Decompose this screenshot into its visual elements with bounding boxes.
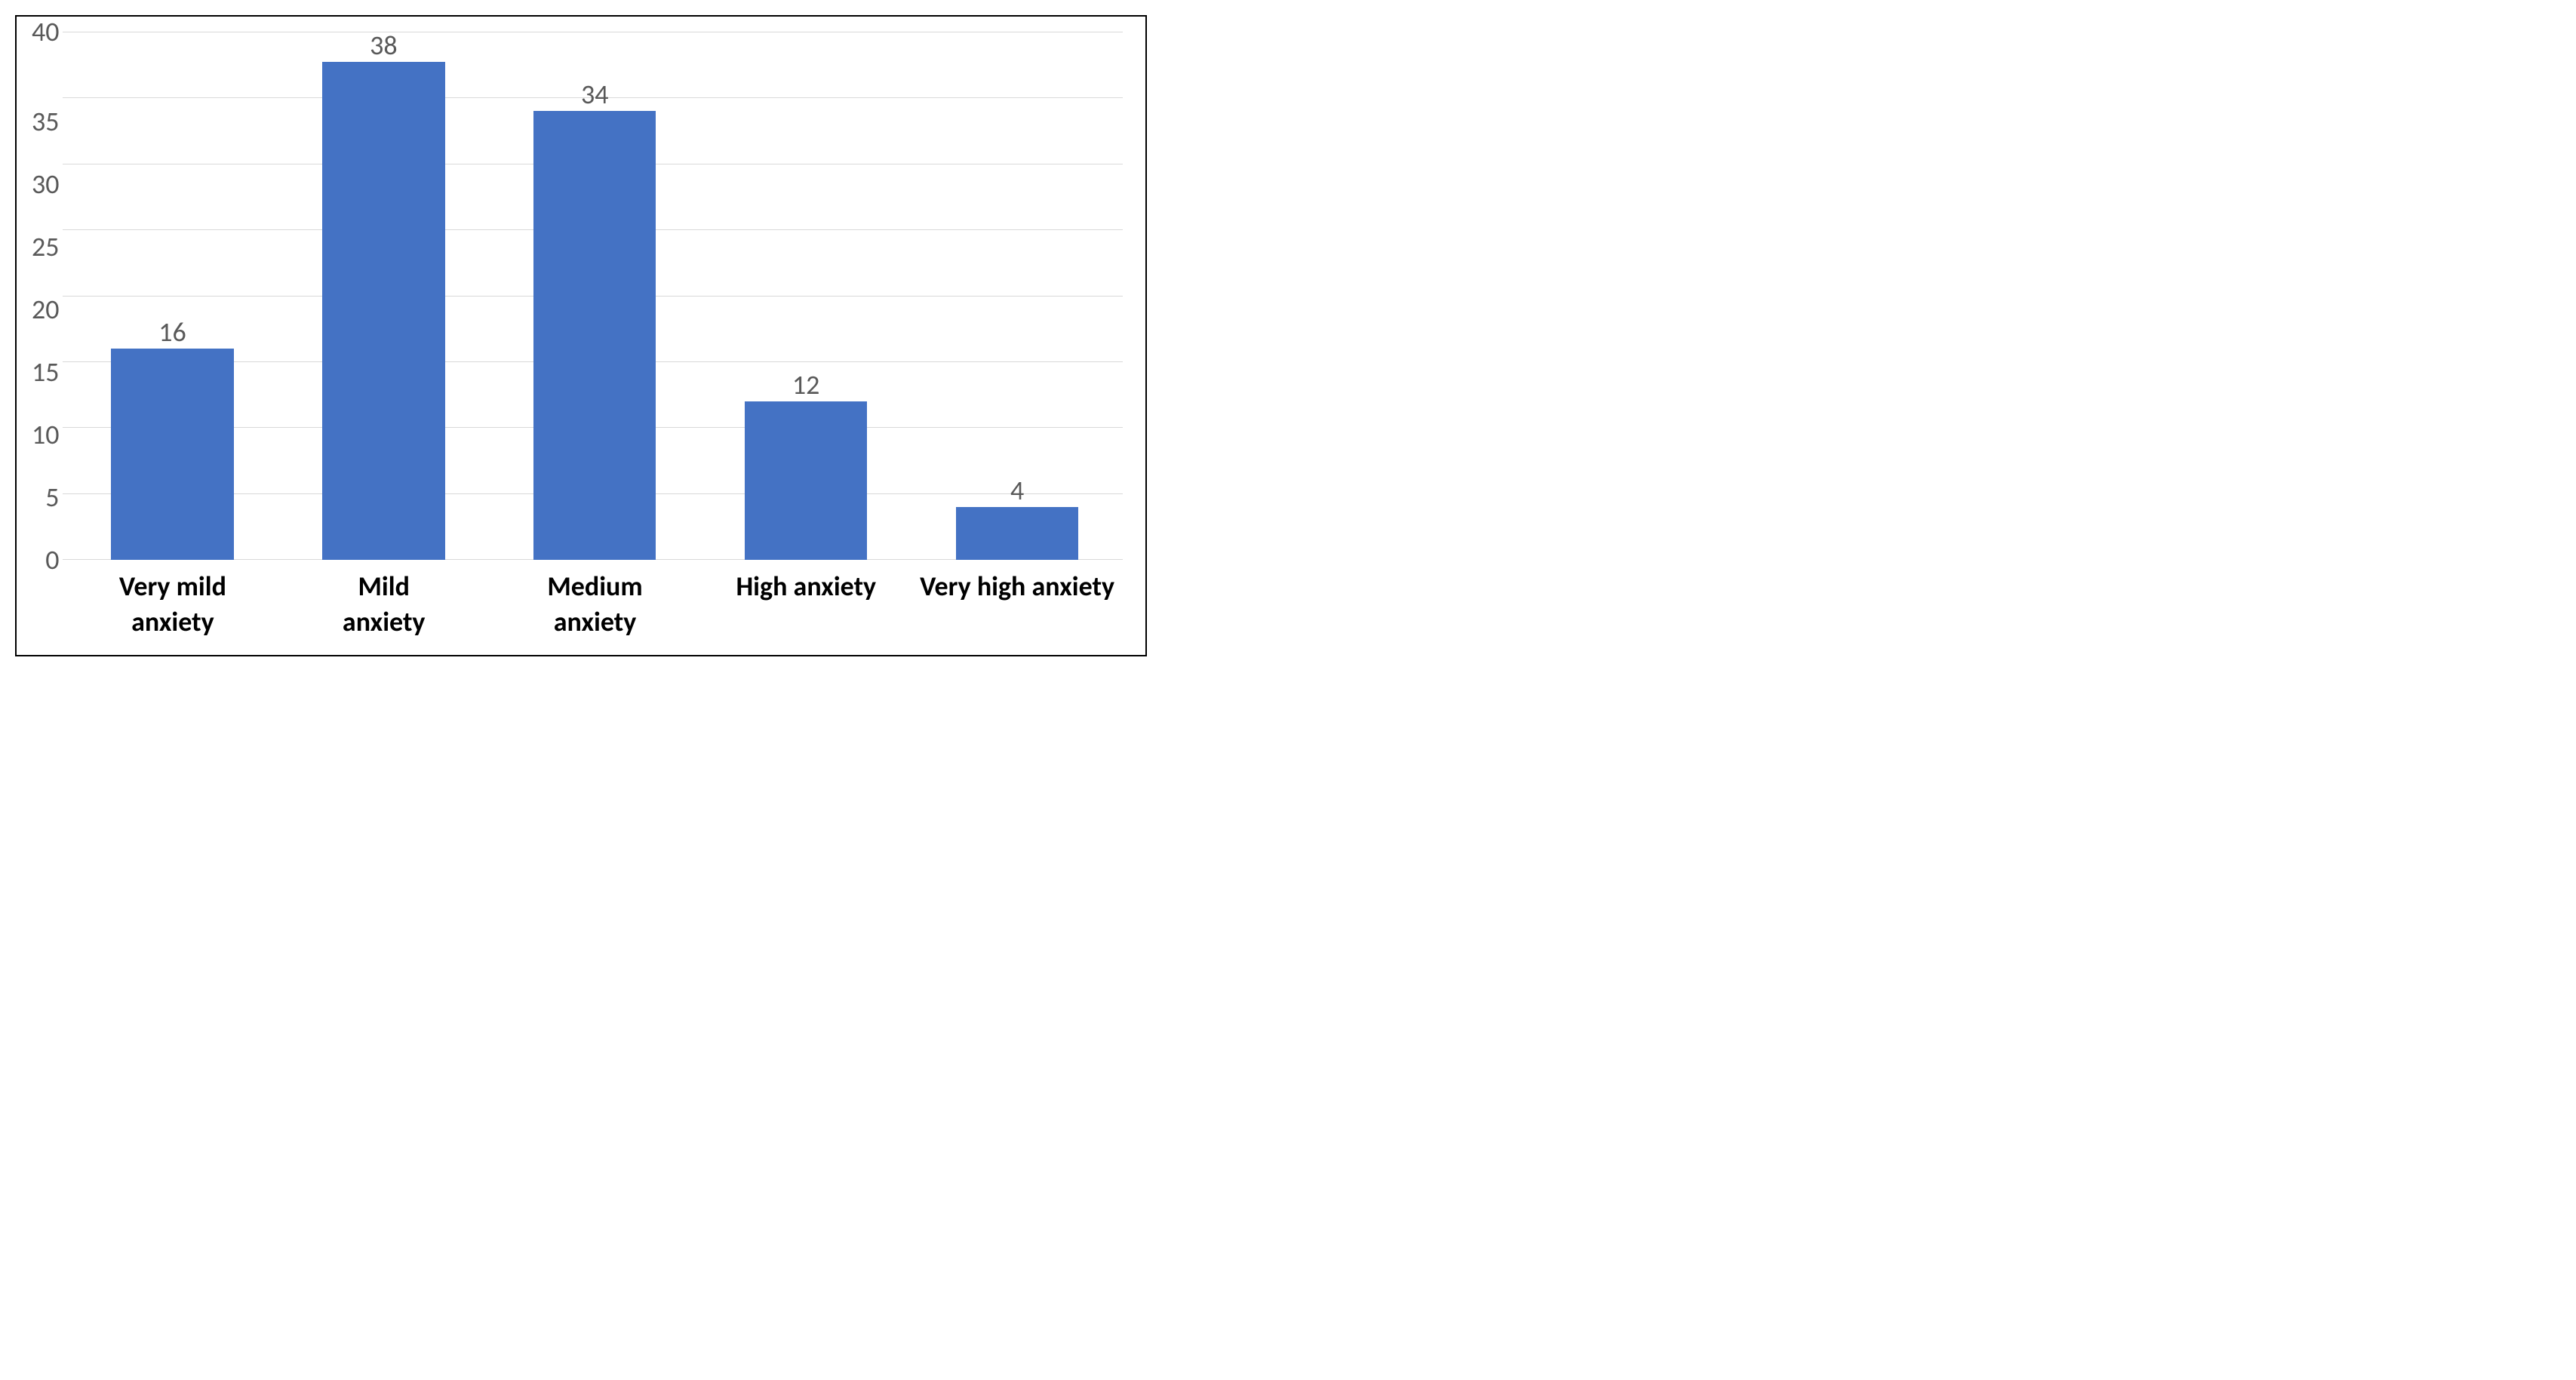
x-axis-label-line: anxiety xyxy=(554,605,637,638)
x-axis-label-line: anxiety xyxy=(131,605,214,638)
bar-group: 4 xyxy=(911,32,1123,560)
bar-group: 38 xyxy=(278,32,489,560)
grid-and-bars: 16 38 34 12 4 xyxy=(67,32,1124,560)
y-tick-label: 20 xyxy=(32,296,60,323)
bar xyxy=(956,507,1078,560)
bar xyxy=(533,111,656,560)
bar-group: 12 xyxy=(700,32,911,560)
bar-value-label: 4 xyxy=(1010,477,1024,504)
y-tick-label: 35 xyxy=(32,108,60,135)
x-axis-label-line: Very high anxiety xyxy=(920,570,1114,603)
bar-value-label: 12 xyxy=(792,371,820,398)
bar-value-label: 16 xyxy=(158,318,186,346)
bar-group: 34 xyxy=(489,32,700,560)
x-axis-label: High anxiety xyxy=(700,569,911,640)
x-axis-label-line: Medium xyxy=(547,570,642,603)
bar xyxy=(322,62,444,560)
x-axis-label: Mildanxiety xyxy=(278,569,490,640)
bar-value-label: 34 xyxy=(581,81,609,108)
y-tick-label: 5 xyxy=(45,484,59,511)
x-axis-label-line: anxiety xyxy=(343,605,426,638)
y-tick-label: 25 xyxy=(32,233,60,260)
x-axis-label-line: Very mild xyxy=(119,570,226,603)
plot-area: 4035302520151050 163834124 xyxy=(32,32,1123,560)
y-tick-label: 0 xyxy=(45,546,59,573)
y-tick-label: 40 xyxy=(32,18,60,45)
y-tick-label: 10 xyxy=(32,421,60,448)
x-axis: Very mildanxietyMildanxietyMediumanxiety… xyxy=(67,560,1123,640)
x-axis-label: Very high anxiety xyxy=(911,569,1123,640)
bar-value-label: 38 xyxy=(370,32,398,59)
x-axis-label-line: High anxiety xyxy=(736,570,876,603)
bar-group: 16 xyxy=(67,32,278,560)
x-axis-label: Very mildanxiety xyxy=(67,569,278,640)
bar xyxy=(745,401,867,560)
bar-chart: 4035302520151050 163834124 Very mildanxi… xyxy=(15,15,1147,656)
x-axis-label-line: Mild xyxy=(358,570,409,603)
bar xyxy=(111,349,233,560)
y-tick-label: 15 xyxy=(32,358,60,386)
y-tick-label: 30 xyxy=(32,171,60,198)
bars-row: 16 38 34 12 4 xyxy=(67,32,1124,560)
x-axis-label: Mediumanxiety xyxy=(490,569,701,640)
